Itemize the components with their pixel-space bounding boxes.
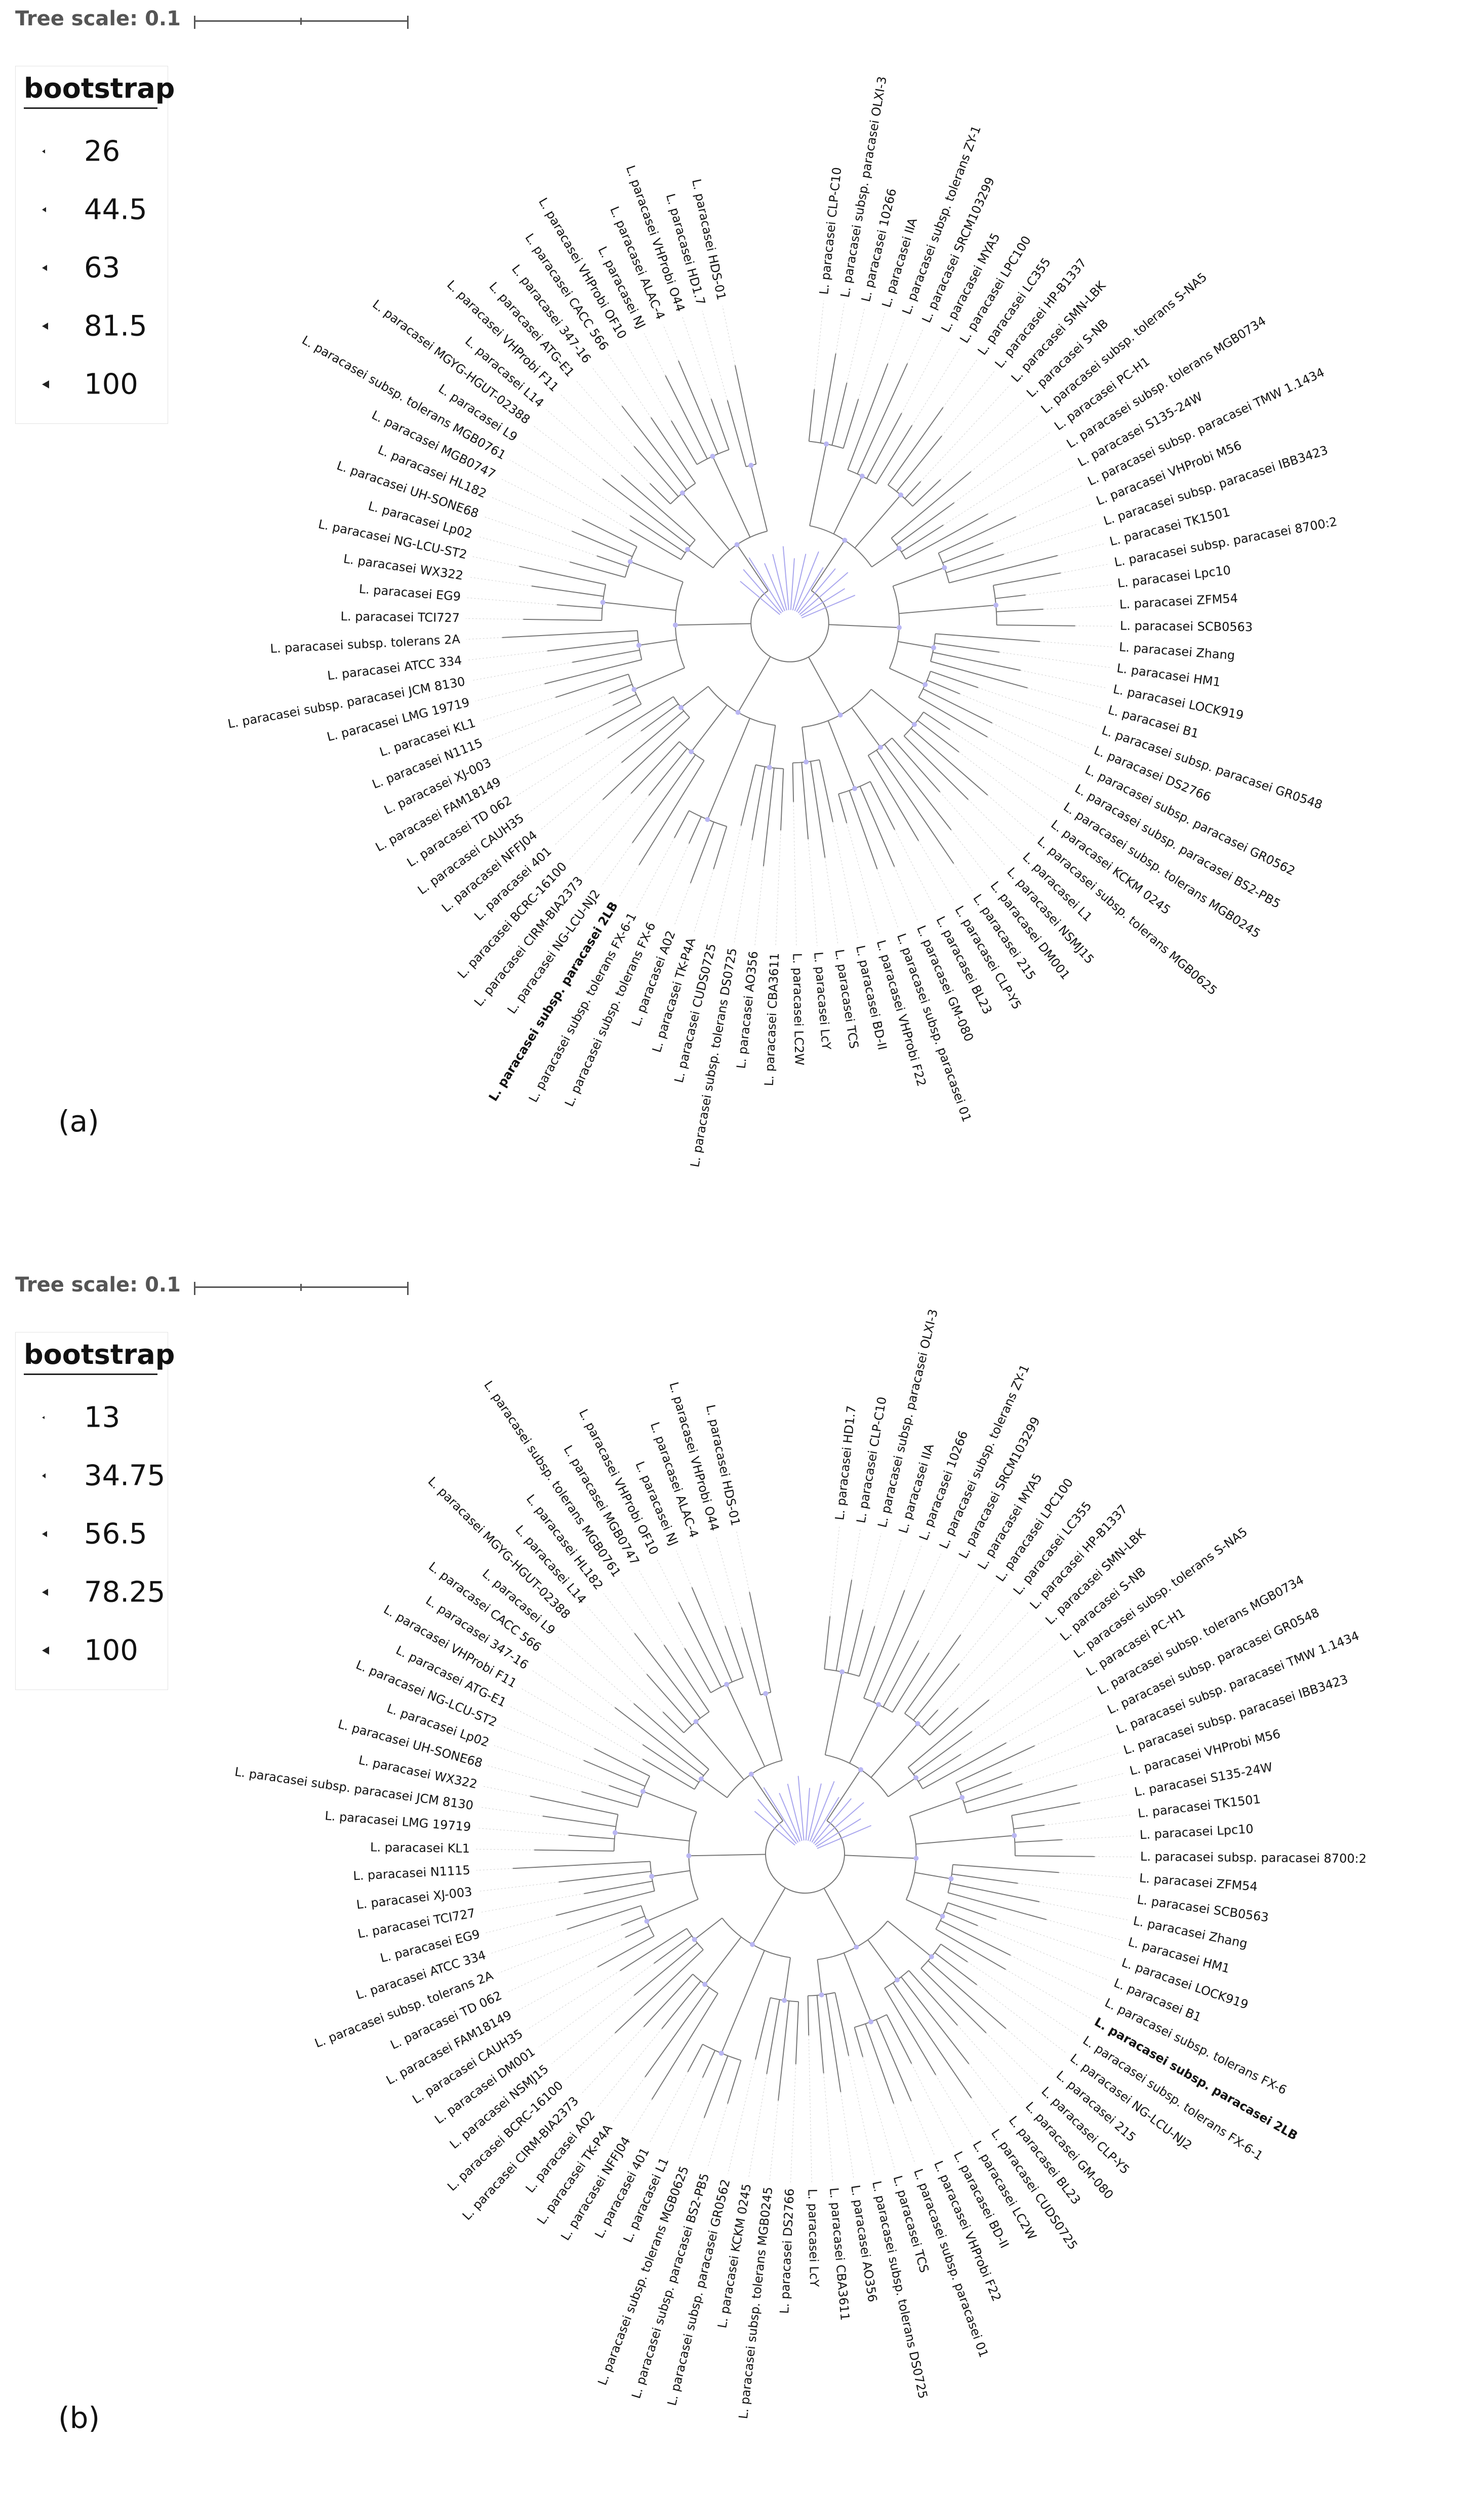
taxon-label: L. paracasei VHProbi O44 bbox=[666, 1381, 721, 1533]
taxon-label: L. paracasei subsp. paracasei 8700:2 bbox=[1113, 515, 1338, 570]
taxon-label: L. paracasei subsp. paracasei OLXI-3 bbox=[838, 75, 890, 299]
taxon-label: L. paracasei LC2W bbox=[790, 953, 806, 1066]
tree-scale-bar bbox=[194, 1282, 409, 1295]
taxon-label: L. paracasei MGYG-HGUT-02388 bbox=[425, 1474, 573, 1622]
triangle-icon bbox=[42, 1530, 47, 1537]
panel-label: (a) bbox=[58, 1104, 99, 1139]
taxon-label: L. paracasei CLP-C10 bbox=[817, 167, 844, 295]
bootstrap-markers bbox=[612, 1669, 1017, 2056]
taxon-label: L. paracasei ZFM54 bbox=[1119, 591, 1238, 612]
taxon-label: L. paracasei subsp. paracasei JCM 8130 bbox=[227, 674, 466, 731]
taxon-label: L. paracasei ATCC 334 bbox=[354, 1948, 488, 2003]
legend-item: 44.5 bbox=[16, 180, 168, 239]
legend-item: 26 bbox=[16, 122, 168, 180]
taxon-label: L. paracasei LcY bbox=[811, 951, 833, 1050]
taxon-label: L. paracasei EG9 bbox=[358, 582, 461, 604]
taxon-label: L. paracasei Zhang bbox=[1118, 640, 1235, 662]
legend-item: 63 bbox=[16, 239, 168, 297]
taxon-label: L. paracasei subsp. paracasei 8700:2 bbox=[1140, 1850, 1367, 1866]
triangle-icon bbox=[42, 1416, 45, 1419]
taxon-label: L. paracasei AO356 bbox=[734, 951, 761, 1070]
triangle-icon bbox=[42, 1588, 48, 1596]
legend-item: 56.5 bbox=[16, 1505, 168, 1563]
guide-lines bbox=[476, 1526, 1134, 2183]
taxon-label: L. paracasei N1115 bbox=[353, 1863, 471, 1883]
taxon-label: L. paracasei Lpc10 bbox=[1117, 563, 1232, 591]
triangle-icon bbox=[42, 207, 46, 212]
legend-item: 100 bbox=[16, 1621, 168, 1679]
tree-scale-bar bbox=[194, 16, 409, 29]
taxon-label: L. paracasei HD1.7 bbox=[832, 1405, 859, 1521]
taxon-label: L. paracasei DS2766 bbox=[777, 2188, 797, 2314]
taxon-label: L. paracasei CBA3611 bbox=[762, 953, 782, 1086]
taxon-label: L. paracasei LcY bbox=[805, 2189, 821, 2288]
guide-lines bbox=[466, 300, 1114, 947]
legend-item: 13 bbox=[16, 1388, 168, 1446]
legend-title: bootstrap bbox=[24, 1339, 175, 1370]
taxon-label: L. paracasei XJ-003 bbox=[355, 1885, 472, 1912]
bootstrap-legend: bootstrap 13 34.75 56.5 78.25 100 bbox=[15, 1332, 175, 1690]
triangle-icon bbox=[42, 149, 45, 153]
tree-branches bbox=[512, 1580, 1095, 2118]
triangle-icon bbox=[42, 1473, 46, 1478]
taxon-label: L. paracasei MGYG-HGUT-02388 bbox=[370, 297, 533, 427]
taxon-label: L. paracasei CBA3611 bbox=[827, 2187, 852, 2321]
bootstrap-legend: bootstrap 26 44.5 63 81.5 100 bbox=[15, 66, 175, 424]
legend-item: 34.75 bbox=[16, 1446, 168, 1505]
taxon-label: L. paracasei KL1 bbox=[370, 1840, 470, 1856]
legend-item: 78.25 bbox=[16, 1563, 168, 1621]
panel-b: Tree scale: 0.1 bootstrap 13 34.75 56.5 … bbox=[0, 1266, 1484, 2512]
tree-scale-label: Tree scale: 0.1 bbox=[15, 1273, 181, 1297]
taxon-label: L. paracasei SCB0563 bbox=[1120, 619, 1253, 635]
tree-branches bbox=[502, 353, 1075, 884]
triangle-icon bbox=[42, 380, 49, 388]
tree-scale-label: Tree scale: 0.1 bbox=[15, 7, 181, 30]
triangle-icon bbox=[42, 322, 48, 330]
legend-item: 81.5 bbox=[16, 297, 168, 355]
triangle-icon bbox=[42, 1646, 49, 1655]
bootstrap-markers bbox=[600, 441, 999, 822]
taxon-label: L. paracasei ZFM54 bbox=[1139, 1871, 1258, 1894]
triangle-icon bbox=[42, 264, 47, 271]
phylogenetic-tree-b: L. paracasei HD1.7L. paracasei CLP-C10L.… bbox=[234, 1308, 1367, 2420]
taxon-label: L. paracasei Lpc10 bbox=[1139, 1822, 1254, 1842]
taxon-label: L. paracasei LMG 19719 bbox=[325, 1809, 472, 1834]
panel-label: (b) bbox=[58, 2401, 100, 2435]
taxon-label: L. paracasei subsp. tolerans 2A bbox=[270, 632, 461, 656]
taxon-labels: L. paracasei HD1.7L. paracasei CLP-C10L.… bbox=[234, 1308, 1367, 2420]
taxon-label: L. paracasei TK1501 bbox=[1137, 1792, 1262, 1821]
legend-title: bootstrap bbox=[24, 72, 175, 104]
taxon-label: L. paracasei TCI727 bbox=[340, 609, 460, 625]
panel-a: Tree scale: 0.1 bootstrap 26 44.5 63 81.… bbox=[0, 0, 1484, 1246]
legend-item: 100 bbox=[16, 355, 168, 413]
